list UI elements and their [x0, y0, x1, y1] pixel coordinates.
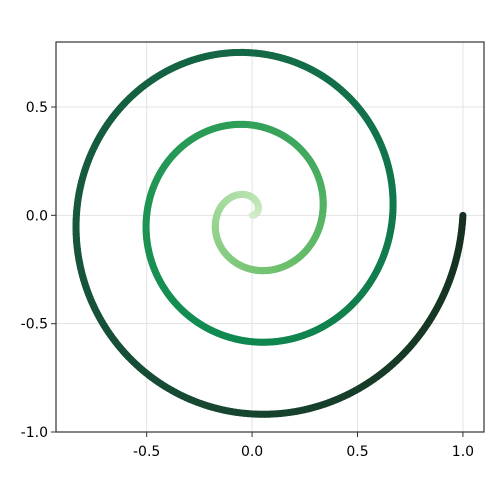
x-tick-label: -0.5 [133, 444, 160, 460]
x-tick-label: 1.0 [452, 444, 474, 460]
plot-background [56, 42, 484, 432]
x-tick-label: 0.5 [346, 444, 368, 460]
x-tick-label: 0.0 [241, 444, 263, 460]
axes: -0.5 0.0 0.5 1.0 -1.0 -0.5 0.0 0.5 [21, 100, 474, 460]
y-tick-label: -0.5 [21, 317, 48, 333]
plot-frame [55, 41, 485, 433]
y-tick-label: 0.5 [26, 100, 48, 116]
y-tick-label: 0.0 [26, 208, 48, 224]
spiral-series [72, 48, 467, 418]
y-tick-label: -1.0 [21, 425, 48, 441]
